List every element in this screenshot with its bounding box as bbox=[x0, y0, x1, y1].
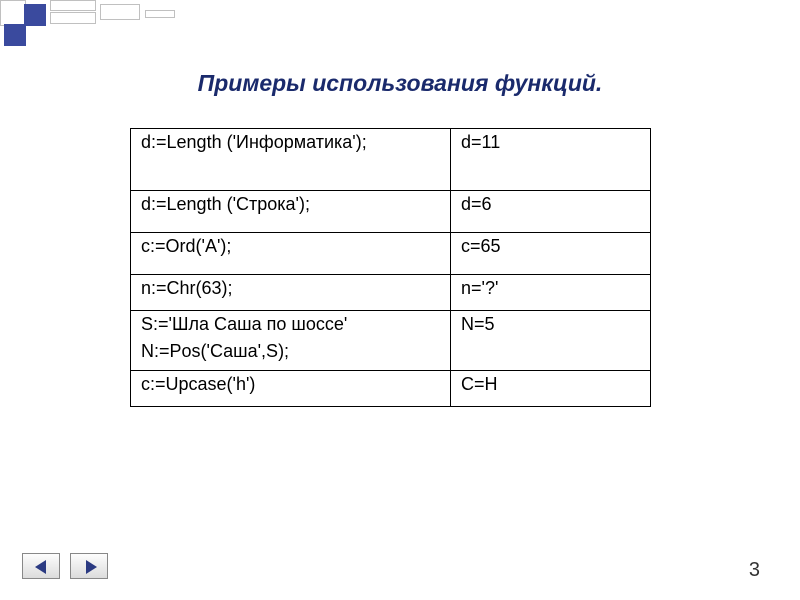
slide-title: Примеры использования функций. bbox=[0, 70, 800, 97]
next-slide-button[interactable] bbox=[70, 553, 108, 579]
cell-text: C=H bbox=[461, 371, 640, 398]
deco-square bbox=[100, 4, 140, 20]
cell-text: c=65 bbox=[461, 233, 640, 260]
table-row: n:=Chr(63); n='?' bbox=[131, 275, 651, 311]
table-cell: d=11 bbox=[451, 129, 651, 191]
deco-square bbox=[4, 24, 26, 46]
cell-text: n='?' bbox=[461, 275, 640, 302]
deco-square bbox=[50, 0, 96, 11]
table-cell: d:=Length ('Информатика'); bbox=[131, 129, 451, 191]
table-cell: C=H bbox=[451, 371, 651, 407]
table-row: d:=Length ('Информатика'); d=11 bbox=[131, 129, 651, 191]
slide-number: 3 bbox=[749, 559, 760, 582]
cell-text: c:=Upcase('h') bbox=[141, 371, 440, 398]
cell-text: N:=Pos('Саша',S); bbox=[141, 338, 440, 365]
table-cell: N=5 bbox=[451, 311, 651, 371]
cell-text: N=5 bbox=[461, 311, 640, 338]
table-row: c:=Upcase('h') C=H bbox=[131, 371, 651, 407]
deco-square bbox=[24, 4, 46, 26]
prev-slide-button[interactable] bbox=[22, 553, 60, 579]
table-cell: d:=Length ('Строка'); bbox=[131, 191, 451, 233]
table-cell: d=6 bbox=[451, 191, 651, 233]
cell-text: c:=Ord('A'); bbox=[141, 233, 440, 260]
table-cell: c=65 bbox=[451, 233, 651, 275]
table-cell: n='?' bbox=[451, 275, 651, 311]
table-cell: n:=Chr(63); bbox=[131, 275, 451, 311]
slide-nav bbox=[22, 553, 114, 584]
examples-table: d:=Length ('Информатика');d=11d:=Length … bbox=[130, 128, 651, 407]
cell-text: d=6 bbox=[461, 191, 640, 218]
table-row: c:=Ord('A'); c=65 bbox=[131, 233, 651, 275]
cell-text: d=11 bbox=[461, 129, 640, 156]
deco-square bbox=[0, 0, 26, 26]
deco-square bbox=[145, 10, 175, 18]
table-row: S:='Шла Саша по шоссе'N:=Pos('Саша',S);N… bbox=[131, 311, 651, 371]
cell-text: S:='Шла Саша по шоссе' bbox=[141, 311, 440, 338]
table-cell: c:=Upcase('h') bbox=[131, 371, 451, 407]
deco-square bbox=[50, 12, 96, 24]
cell-text: d:=Length ('Информатика'); bbox=[141, 129, 440, 156]
examples-table-wrap: d:=Length ('Информатика');d=11d:=Length … bbox=[130, 128, 651, 407]
slide-deco bbox=[0, 0, 200, 55]
table-cell: c:=Ord('A'); bbox=[131, 233, 451, 275]
table-row: d:=Length ('Строка'); d=6 bbox=[131, 191, 651, 233]
table-cell: S:='Шла Саша по шоссе'N:=Pos('Саша',S); bbox=[131, 311, 451, 371]
cell-text: n:=Chr(63); bbox=[141, 275, 440, 302]
cell-text: d:=Length ('Строка'); bbox=[141, 191, 440, 218]
examples-table-body: d:=Length ('Информатика');d=11d:=Length … bbox=[131, 129, 651, 407]
